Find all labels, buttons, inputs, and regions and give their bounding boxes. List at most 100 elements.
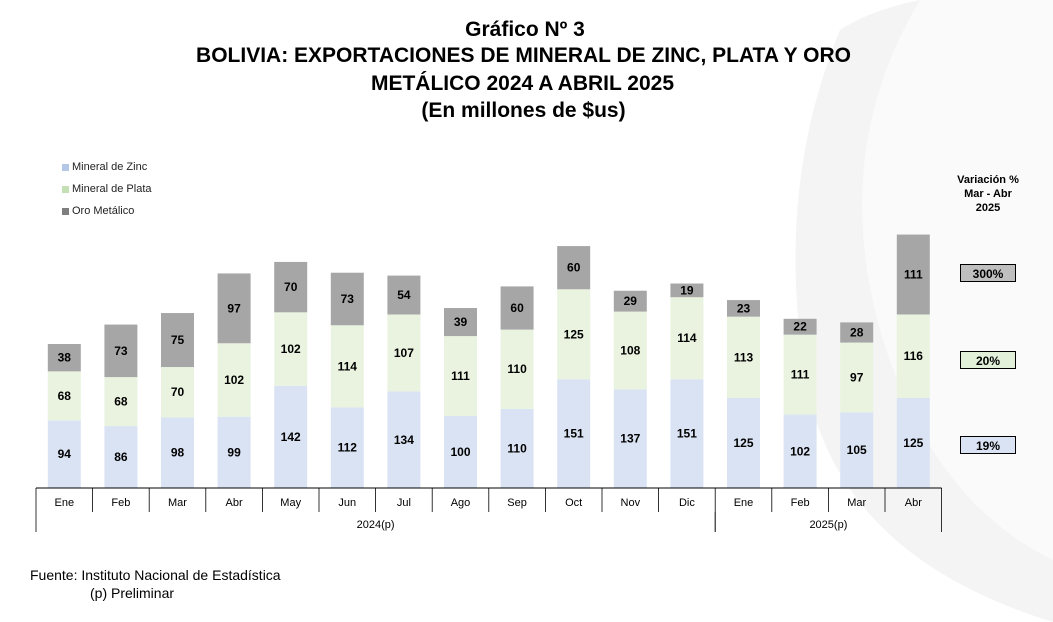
bar-oro-15 (896, 234, 930, 315)
x-tick-label-6: Jul (397, 497, 411, 509)
bar-oro-2 (161, 313, 194, 368)
x-tick-label-14: Mar (847, 497, 866, 509)
x-tick-label-13: Feb (791, 497, 810, 509)
variation-title-line1: Variación % (957, 174, 1019, 186)
chart-number: Gráfico Nº 3 (465, 18, 585, 41)
data-label-oro-13: 22 (793, 320, 807, 334)
bar-oro-1 (104, 324, 138, 378)
chart-title-line2: METÁLICO 2024 A ABRIL 2025 (370, 72, 675, 95)
data-label-plata-10: 108 (620, 343, 640, 357)
x-tick-label-4: May (280, 497, 301, 509)
bar-zinc-3 (217, 416, 251, 488)
bar-zinc-13 (783, 414, 817, 488)
bar-zinc-6 (387, 391, 421, 488)
data-label-oro-0: 38 (58, 351, 72, 365)
bar-oro-13 (783, 318, 817, 335)
chart-units: (En millones de $us) (421, 99, 626, 122)
data-label-oro-14: 28 (850, 325, 864, 339)
bar-zinc-9 (557, 379, 591, 488)
data-label-plata-4: 102 (281, 342, 301, 356)
bar-oro-5 (330, 272, 364, 326)
x-tick-label-11: Dic (679, 497, 695, 509)
data-label-plata-11: 114 (677, 331, 697, 345)
bar-oro-0 (47, 344, 81, 372)
bar-oro-9 (557, 246, 591, 290)
variation-oro-badge: 300% (960, 264, 1016, 282)
x-tick-label-10: Nov (621, 497, 641, 509)
x-tick-label-9: Oct (565, 497, 582, 509)
data-label-plata-13: 111 (791, 368, 810, 382)
data-label-zinc-7: 100 (450, 445, 470, 459)
data-label-oro-5: 73 (341, 292, 355, 306)
data-label-oro-8: 60 (510, 301, 524, 315)
bar-zinc-7 (444, 416, 477, 488)
legend-item-plata: Mineral de Plata (62, 178, 152, 200)
variation-title: Variación % Mar - Abr 2025 (940, 173, 1036, 215)
data-label-zinc-11: 151 (677, 427, 697, 441)
x-tick-label-3: Abr (226, 497, 243, 509)
bar-zinc-0 (47, 420, 81, 488)
data-label-zinc-12: 125 (733, 436, 753, 450)
bar-oro-12 (727, 300, 760, 317)
data-label-zinc-1: 86 (114, 450, 128, 464)
x-tick-label-7: Ago (451, 497, 471, 509)
data-label-plata-1: 68 (114, 395, 128, 409)
bar-zinc-5 (330, 407, 364, 488)
bar-oro-3 (217, 273, 251, 344)
bar-plata-11 (670, 297, 704, 380)
data-label-plata-12: 113 (734, 350, 754, 364)
data-label-oro-10: 29 (624, 294, 638, 308)
legend-swatch-plata (62, 185, 69, 193)
data-label-plata-8: 110 (507, 362, 527, 376)
legend-label-plata: Mineral de Plata (72, 183, 152, 195)
data-label-oro-6: 54 (397, 288, 411, 302)
data-label-plata-2: 70 (171, 385, 185, 399)
variation-title-line2: Mar - Abr (964, 188, 1012, 200)
bar-zinc-12 (727, 398, 760, 488)
variation-plata-badge: 20% (960, 351, 1016, 369)
x-tick-label-5: Jun (338, 497, 356, 509)
data-label-plata-5: 114 (338, 359, 358, 373)
source-note: Fuente: Instituto Nacional de Estadístic… (30, 567, 281, 583)
variation-zinc-badge: 19% (960, 436, 1016, 454)
data-label-plata-6: 107 (394, 346, 414, 360)
bar-zinc-11 (670, 379, 704, 488)
data-label-zinc-15: 125 (903, 436, 923, 450)
bar-plata-2 (161, 367, 194, 418)
x-tick-label-15: Abr (905, 497, 922, 509)
data-label-oro-12: 23 (737, 301, 751, 315)
data-label-oro-2: 75 (171, 333, 185, 347)
data-label-zinc-10: 137 (620, 432, 640, 446)
bar-zinc-15 (896, 398, 930, 488)
data-label-oro-15: 111 (904, 268, 923, 282)
bar-plata-13 (783, 334, 817, 415)
data-label-zinc-0: 94 (58, 447, 72, 461)
bar-oro-14 (840, 322, 874, 343)
x-tick-label-0: Ene (55, 497, 75, 509)
variation-title-line3: 2025 (975, 202, 1001, 214)
data-label-zinc-5: 112 (338, 441, 358, 455)
bar-oro-8 (500, 286, 534, 330)
data-label-zinc-3: 99 (227, 445, 241, 459)
bar-plata-0 (47, 371, 81, 421)
data-label-zinc-9: 151 (564, 427, 584, 441)
x-tick-label-1: Feb (111, 497, 130, 509)
bar-plata-3 (217, 343, 251, 417)
bar-zinc-14 (840, 412, 874, 488)
data-label-zinc-14: 105 (847, 443, 867, 457)
group-label-0: 2024(p) (357, 519, 395, 531)
data-label-plata-0: 68 (58, 389, 72, 403)
data-label-oro-9: 60 (567, 261, 581, 275)
x-tick-label-2: Mar (168, 497, 187, 509)
data-label-oro-7: 39 (454, 315, 468, 329)
x-tick-label-12: Ene (734, 497, 754, 509)
data-label-plata-9: 125 (564, 327, 584, 341)
data-label-oro-11: 19 (680, 283, 694, 297)
bar-plata-10 (613, 311, 647, 390)
bar-zinc-1 (104, 426, 138, 488)
chart-title-line1: BOLIVIA: EXPORTACIONES DE MINERAL DE ZIN… (196, 44, 851, 67)
preliminary-note: (p) Preliminar (90, 585, 175, 601)
bar-plata-14 (840, 342, 874, 413)
bar-plata-5 (330, 325, 364, 408)
